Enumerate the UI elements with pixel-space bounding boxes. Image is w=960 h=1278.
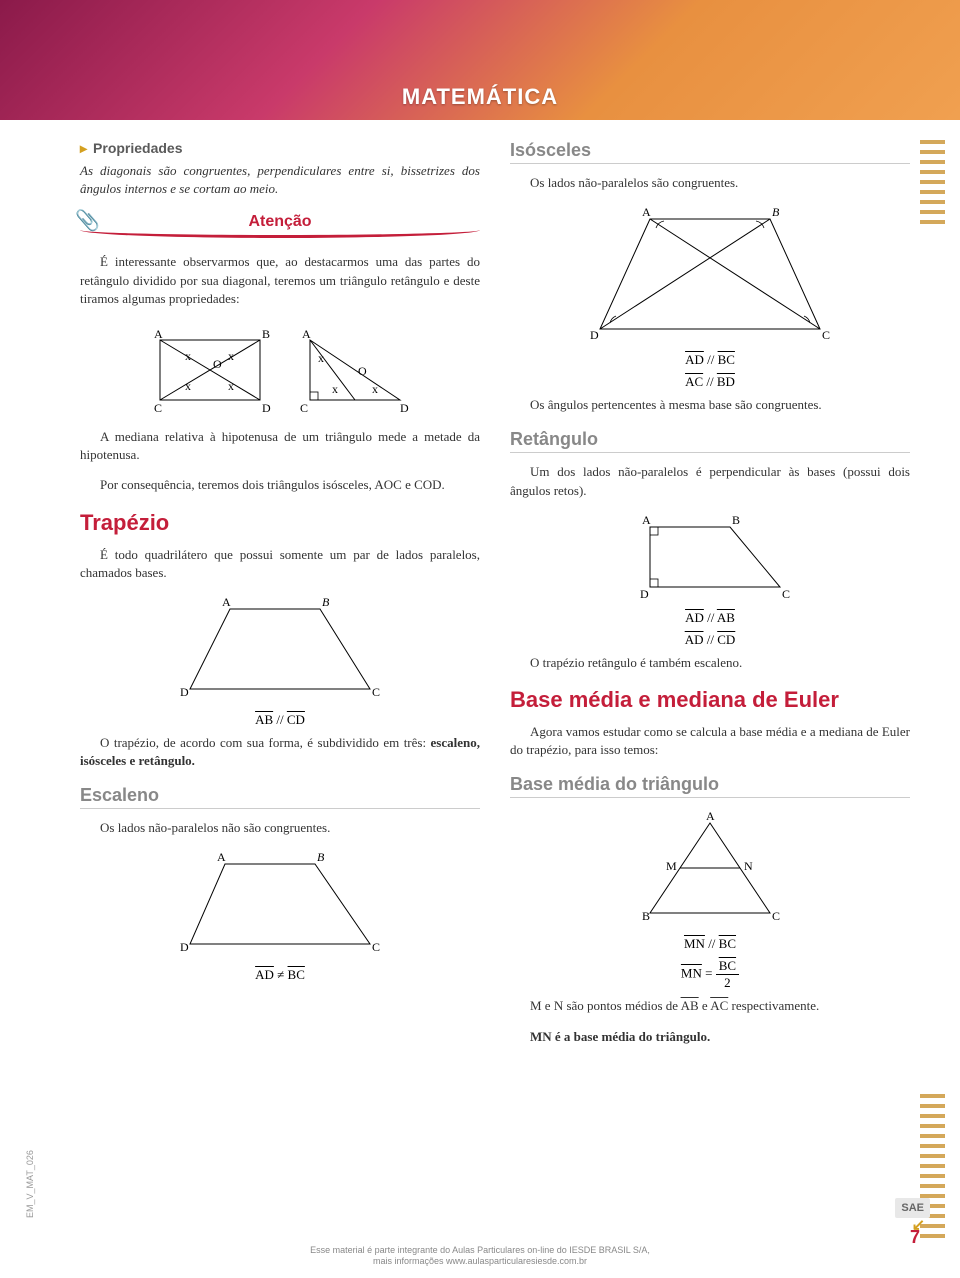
- retangulo-title: Retângulo: [510, 429, 910, 453]
- atencao-p3: Por consequência, teremos dois triângulo…: [80, 476, 480, 494]
- isosceles-m1: AD // BC: [510, 352, 910, 368]
- svg-text:B: B: [772, 205, 780, 219]
- svg-text:x: x: [372, 382, 378, 396]
- isosceles-p2: Os ângulos pertencentes à mesma base são…: [510, 396, 910, 414]
- retangulo-m2: AD // CD: [510, 632, 910, 648]
- svg-text:x: x: [332, 382, 338, 396]
- svg-text:N: N: [744, 859, 753, 873]
- side-code: EM_V_MAT_026: [25, 1150, 35, 1218]
- svg-text:B: B: [317, 850, 325, 864]
- footer-credit: Esse material é parte integrante do Aula…: [0, 1245, 960, 1268]
- svg-text:A: A: [302, 327, 311, 341]
- atencao-label: Atenção: [80, 213, 480, 238]
- triangle-midline-diagram: A B C M N: [620, 808, 800, 928]
- atencao-p2: A mediana relativa à hipotenusa de um tr…: [80, 428, 480, 464]
- base-m1: MN // BC: [510, 936, 910, 952]
- trapezio-p1: É todo quadrilátero que possui somente u…: [80, 546, 480, 582]
- isosceles-p: Os lados não-paralelos são congruentes.: [510, 174, 910, 192]
- svg-text:x: x: [228, 349, 234, 363]
- svg-text:B: B: [642, 909, 650, 923]
- svg-text:M: M: [666, 859, 677, 873]
- retangulo-m1: AD // AB: [510, 610, 910, 626]
- svg-text:O: O: [358, 364, 367, 378]
- svg-text:O: O: [213, 357, 222, 371]
- base-p3: MN é a base média do triângulo.: [510, 1028, 910, 1046]
- retangulo-p: Um dos lados não-paralelos é perpendicul…: [510, 463, 910, 499]
- svg-text:A: A: [706, 809, 715, 823]
- base-p2: M e N são pontos médios de AB e AC respe…: [510, 997, 910, 1015]
- svg-text:A: A: [642, 205, 651, 219]
- atencao-p1: É interessante observarmos que, ao desta…: [80, 253, 480, 308]
- svg-text:C: C: [772, 909, 780, 923]
- trapezio-p2: O trapézio, de acordo com sua forma, é s…: [80, 734, 480, 770]
- escaleno-p: Os lados não-paralelos não são congruent…: [80, 819, 480, 837]
- top-banner: MATEMÁTICA: [0, 0, 960, 120]
- svg-text:B: B: [322, 595, 330, 609]
- trapezio-math1: AB // CD: [80, 712, 480, 728]
- isosceles-m2: AC // BD: [510, 374, 910, 390]
- isosceles-title: Isósceles: [510, 140, 910, 164]
- svg-text:D: D: [590, 328, 599, 342]
- base-media-title: Base média e mediana de Euler: [510, 687, 910, 713]
- retangulo-diagram: A B D C: [620, 512, 800, 602]
- content-area: Propriedades As diagonais são congruente…: [0, 120, 960, 1058]
- svg-text:D: D: [400, 401, 409, 415]
- svg-text:x: x: [185, 379, 191, 393]
- svg-text:D: D: [262, 401, 271, 415]
- right-column: Isósceles Os lados não-paralelos são con…: [510, 140, 910, 1058]
- rectangle-triangle-diagram: A B C D O x x x x A C D O x x x: [140, 320, 420, 420]
- escaleno-math: AD ≠ BC: [80, 967, 480, 983]
- isosceles-diagram: A B D C: [580, 204, 840, 344]
- base-m2: MN = BC2: [510, 958, 910, 991]
- trapezio-diagram: A B D C: [170, 594, 390, 704]
- svg-text:D: D: [180, 940, 189, 954]
- svg-text:C: C: [372, 940, 380, 954]
- left-column: Propriedades As diagonais são congruente…: [80, 140, 480, 1058]
- escaleno-diagram: A B D C: [170, 849, 390, 959]
- propriedades-heading: Propriedades: [80, 140, 480, 157]
- svg-text:x: x: [228, 379, 234, 393]
- svg-text:D: D: [180, 685, 189, 699]
- escaleno-title: Escaleno: [80, 785, 480, 809]
- retangulo-p2: O trapézio retângulo é também escaleno.: [510, 654, 910, 672]
- svg-text:D: D: [640, 587, 649, 601]
- right-margin-stripes: [920, 140, 945, 1238]
- trapezio-title: Trapézio: [80, 510, 480, 536]
- svg-text:B: B: [732, 513, 740, 527]
- svg-text:A: A: [217, 850, 226, 864]
- subject-title: MATEMÁTICA: [402, 84, 558, 110]
- svg-text:A: A: [222, 595, 231, 609]
- svg-text:A: A: [642, 513, 651, 527]
- propriedades-text: As diagonais são congruentes, perpendicu…: [80, 162, 480, 198]
- svg-text:x: x: [318, 351, 324, 365]
- svg-text:C: C: [300, 401, 308, 415]
- base-sub-title: Base média do triângulo: [510, 774, 910, 798]
- svg-text:A: A: [154, 327, 163, 341]
- svg-text:C: C: [154, 401, 162, 415]
- svg-text:x: x: [185, 349, 191, 363]
- svg-text:B: B: [262, 327, 270, 341]
- svg-text:C: C: [372, 685, 380, 699]
- svg-text:C: C: [782, 587, 790, 601]
- atencao-box: 📎 Atenção: [80, 213, 480, 238]
- svg-text:C: C: [822, 328, 830, 342]
- base-p: Agora vamos estudar como se calcula a ba…: [510, 723, 910, 759]
